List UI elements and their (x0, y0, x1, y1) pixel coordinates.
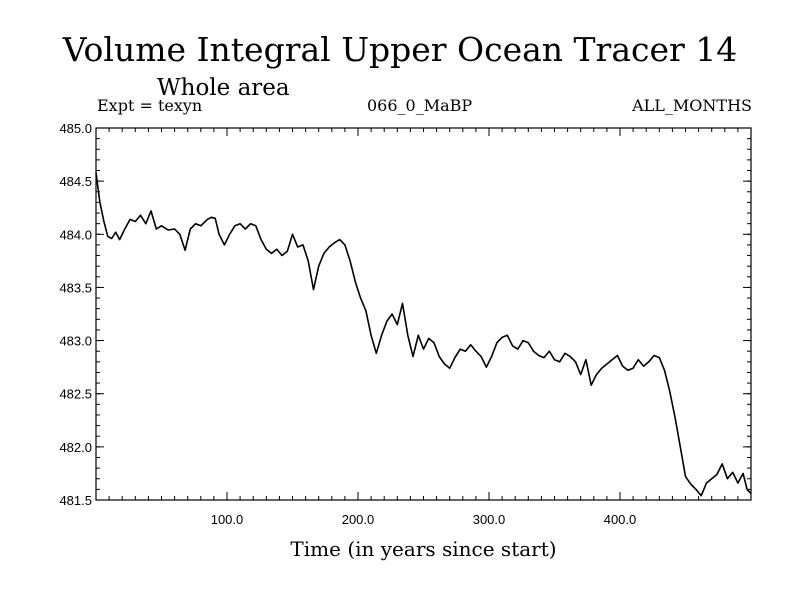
y-tick-label: 482.0 (59, 440, 92, 455)
x-axis: 100.0 200.0 300.0 400.0 (108, 128, 739, 527)
x-tick-label: 200.0 (342, 512, 375, 527)
experiment-label: Expt = texyn (97, 96, 203, 115)
chart-subtitle: Whole area (157, 75, 290, 101)
months-label: ALL_MONTHS (632, 96, 752, 115)
x-tick-label: 100.0 (211, 512, 244, 527)
x-tick-label: 300.0 (473, 512, 506, 527)
y-tick-label: 481.5 (59, 493, 92, 508)
y-axis: 481.5 482.0 482.5 483.0 483.5 484.0 484.5 485.0 (59, 121, 751, 508)
y-tick-label: 482.5 (59, 387, 92, 402)
plot-frame (95, 127, 752, 501)
y-tick-label: 483.5 (59, 280, 92, 295)
x-axis-title: Time (in years since start) (290, 537, 556, 561)
y-tick-label: 484.0 (59, 227, 92, 242)
y-tick-label: 484.5 (59, 174, 92, 189)
x-tick-label: 400.0 (604, 512, 637, 527)
chart-title: Volume Integral Upper Ocean Tracer 14 (62, 30, 738, 69)
y-tick-label: 485.0 (59, 121, 92, 136)
y-tick-label: 483.0 (59, 334, 92, 349)
series-line (95, 172, 752, 497)
run-label: 066_0_MaBP (367, 96, 473, 115)
